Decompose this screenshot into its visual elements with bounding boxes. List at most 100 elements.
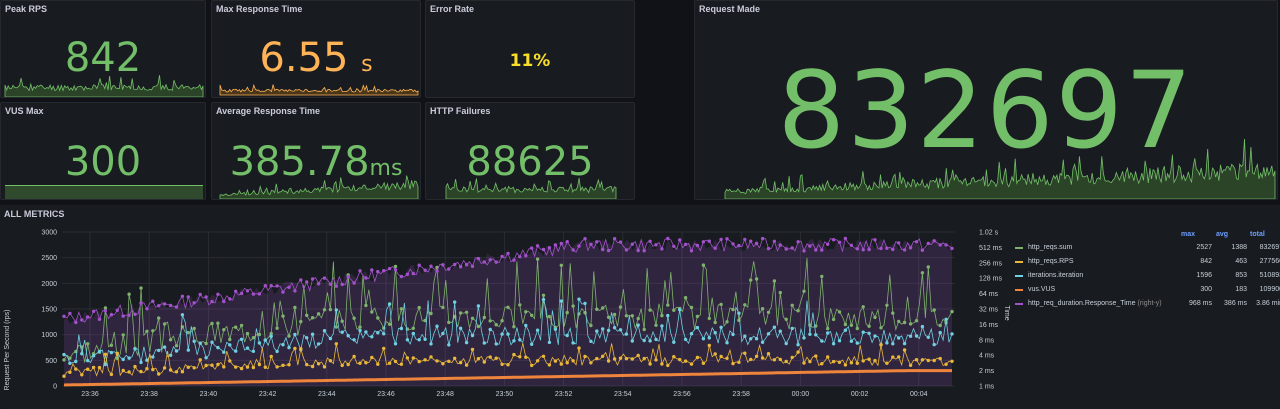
iterations-point: [920, 324, 925, 329]
http-reqs-rps-point: [435, 359, 439, 363]
legend-item[interactable]: iterations.iteration 1596 853 510893: [1015, 269, 1280, 283]
panel-http-failures[interactable]: HTTP Failures 88625: [425, 102, 635, 200]
http-reqs-rps-point: [281, 363, 285, 367]
iterations-point: [68, 361, 72, 365]
vus-line: [63, 369, 952, 387]
x-tick: 23:52: [555, 391, 573, 398]
response-time-point: [376, 269, 380, 274]
legend-item[interactable]: http_reqs.sum 2527 1388 832697: [1015, 241, 1280, 255]
response-time-point: [837, 240, 842, 244]
response-time-point: [293, 289, 297, 293]
http-reqs-rps-point: [506, 363, 510, 367]
iterations-point: [180, 313, 185, 317]
http-reqs-rps-point: [737, 360, 741, 364]
stat-value: 88625: [466, 139, 594, 185]
legend-item[interactable]: http_req_duration.Response_Time (right-y…: [1015, 297, 1280, 311]
response-time-point: [518, 255, 522, 259]
iterations-point: [843, 328, 848, 332]
http-reqs-rps-point: [62, 374, 66, 378]
response-time-point: [926, 241, 930, 246]
panel-max-response-time[interactable]: Max Response Time 6.55 s: [211, 0, 421, 98]
http-reqs-sum-point: [518, 303, 522, 307]
y-right-tick: 2 ms: [979, 368, 995, 375]
iterations-point: [530, 342, 534, 346]
http-reqs-rps-point: [660, 362, 664, 366]
response-time-point: [595, 240, 599, 244]
panel-peak-rps[interactable]: Peak RPS 842: [0, 0, 206, 98]
panel-vus-max[interactable]: VUS Max 300: [0, 102, 206, 200]
iterations-point: [293, 332, 297, 337]
response-time-point: [133, 312, 137, 316]
http-reqs-sum-point: [565, 310, 569, 315]
legend-header-max[interactable]: max: [1181, 231, 1196, 238]
panel-request-made[interactable]: Request Made 832697: [694, 0, 1278, 200]
response-time-point: [305, 280, 309, 284]
legend-header-avg[interactable]: avg: [1216, 231, 1229, 238]
http-reqs-sum-point: [245, 331, 250, 336]
response-time-point: [559, 241, 563, 246]
y-right-tick: 16 ms: [979, 322, 999, 329]
http-reqs-rps-point: [784, 359, 788, 364]
http-reqs-rps-point: [393, 359, 398, 364]
http-reqs-sum-point: [855, 326, 859, 331]
response-time-point: [405, 272, 410, 276]
iterations-point: [80, 352, 84, 356]
http-reqs-sum-point: [754, 277, 759, 281]
panel-title: Error Rate: [430, 4, 475, 14]
http-reqs-sum-point: [322, 308, 327, 312]
response-time-point: [565, 240, 569, 244]
iterations-point: [393, 342, 398, 346]
http-reqs-rps-point: [441, 362, 445, 366]
stat-value: 385.78ms: [212, 139, 420, 185]
http-reqs-rps-point: [814, 354, 818, 358]
http-reqs-rps-point: [299, 347, 303, 351]
iterations-point: [322, 329, 327, 333]
response-time-point: [583, 237, 587, 241]
http-reqs-sum-point: [760, 307, 765, 311]
http-reqs-rps-point: [316, 362, 321, 366]
iterations-point: [802, 336, 806, 340]
legend-item[interactable]: vus.VUS 300 183 109900: [1015, 283, 1280, 297]
iterations-point: [583, 301, 587, 306]
metrics-chart[interactable]: Request Per Second (rps) Time 3000 2500 20…: [0, 225, 1010, 405]
response-time-point: [198, 292, 202, 297]
http-reqs-sum-point: [879, 326, 883, 330]
http-reqs-sum-point: [376, 316, 380, 320]
response-time-point: [754, 241, 759, 246]
http-reqs-rps-point: [358, 361, 362, 365]
http-reqs-rps-point: [707, 343, 711, 348]
y-right-tick: 4 ms: [979, 353, 995, 360]
panel-average-response-time[interactable]: Average Response Time 385.78ms: [211, 102, 421, 200]
panel-error-rate[interactable]: Error Rate 11%: [425, 0, 635, 98]
iterations-point: [86, 358, 90, 363]
legend-item[interactable]: http_reqs.RPS 842 463 277566: [1015, 255, 1280, 269]
http-reqs-sum-point: [802, 289, 806, 293]
iterations-point: [541, 297, 546, 302]
http-reqs-rps-point: [417, 359, 421, 364]
iterations-point: [429, 342, 433, 346]
http-reqs-rps-point: [239, 366, 244, 371]
http-reqs-sum-point: [411, 326, 415, 330]
http-reqs-rps-point: [275, 365, 279, 369]
http-reqs-rps-point: [97, 365, 102, 370]
http-reqs-sum-point: [843, 322, 848, 327]
response-time-point: [476, 256, 481, 261]
http-reqs-sum-point: [174, 344, 179, 348]
legend-total: 510893: [1259, 272, 1280, 279]
http-reqs-sum-point: [772, 279, 777, 283]
x-tick: 23:40: [200, 391, 218, 398]
response-time-point: [127, 313, 131, 317]
http-reqs-sum-point: [210, 321, 214, 326]
response-time-point: [547, 246, 552, 250]
iterations-point: [908, 334, 913, 338]
response-time-point: [766, 246, 771, 251]
iterations-point: [725, 341, 729, 345]
response-time-point: [796, 240, 800, 244]
http-reqs-rps-point: [926, 358, 930, 363]
legend-swatch: [1015, 247, 1023, 249]
iterations-point: [62, 352, 66, 357]
legend-header-total[interactable]: total: [1250, 231, 1265, 238]
iterations-point: [139, 360, 143, 365]
response-time-point: [186, 295, 190, 299]
legend-swatch: [1015, 289, 1023, 291]
